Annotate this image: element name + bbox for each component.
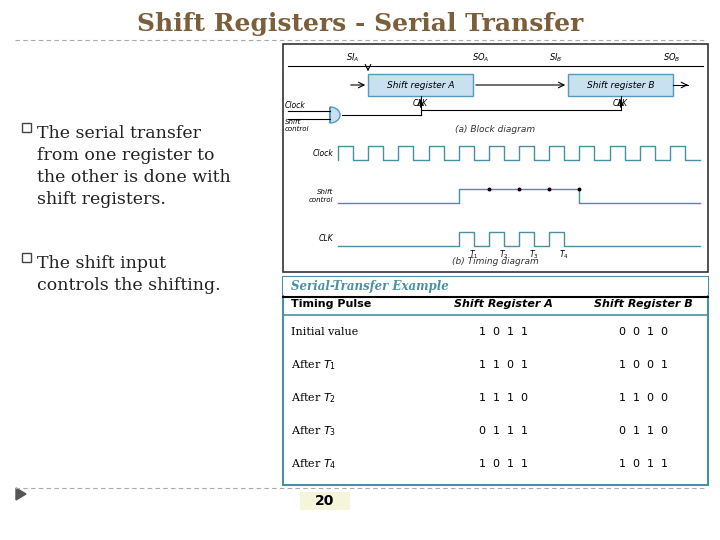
Text: 0: 0: [660, 393, 667, 403]
FancyBboxPatch shape: [22, 253, 31, 262]
Text: 0: 0: [492, 327, 500, 336]
Text: Shift register A: Shift register A: [387, 80, 454, 90]
Text: Shift Registers - Serial Transfer: Shift Registers - Serial Transfer: [137, 12, 583, 36]
Text: from one register to: from one register to: [37, 147, 215, 164]
Text: Serial-Transfer Example: Serial-Transfer Example: [291, 280, 449, 293]
Text: 0: 0: [618, 426, 626, 436]
Text: 1: 1: [647, 460, 654, 469]
Text: $SO_B$: $SO_B$: [663, 51, 681, 64]
Text: 1: 1: [521, 426, 528, 436]
Text: 1: 1: [506, 327, 513, 336]
Text: $T_3$: $T_3$: [529, 248, 539, 261]
Text: 1: 1: [506, 426, 513, 436]
Text: $CLK$: $CLK$: [412, 97, 429, 107]
Text: The shift input: The shift input: [37, 255, 166, 272]
Text: (b) Timing diagram: (b) Timing diagram: [452, 257, 539, 266]
Text: 0: 0: [632, 327, 639, 336]
FancyBboxPatch shape: [283, 277, 708, 485]
Text: 1: 1: [618, 360, 626, 370]
Text: Initial value: Initial value: [291, 327, 359, 336]
Text: $T_4$: $T_4$: [559, 248, 569, 261]
Text: $T_1$: $T_1$: [469, 248, 479, 261]
Text: Shift
control: Shift control: [285, 119, 310, 132]
Text: Shift Register A: Shift Register A: [454, 299, 552, 309]
FancyBboxPatch shape: [283, 277, 708, 295]
Text: After $T_3$: After $T_3$: [291, 424, 336, 438]
Text: Shift Register B: Shift Register B: [593, 299, 693, 309]
FancyBboxPatch shape: [368, 74, 473, 96]
Text: 0: 0: [647, 393, 654, 403]
Text: 1: 1: [479, 360, 485, 370]
Text: After $T_2$: After $T_2$: [291, 391, 336, 405]
FancyBboxPatch shape: [22, 123, 31, 132]
Text: 20: 20: [315, 494, 335, 508]
Text: 0: 0: [660, 426, 667, 436]
Text: 1: 1: [506, 460, 513, 469]
Text: 1: 1: [479, 327, 485, 336]
Text: Shift
control: Shift control: [308, 190, 333, 202]
Text: Clock: Clock: [285, 101, 306, 110]
Text: (a) Block diagram: (a) Block diagram: [456, 125, 536, 133]
Text: 1: 1: [521, 360, 528, 370]
Text: 1: 1: [618, 393, 626, 403]
Text: 1: 1: [647, 426, 654, 436]
FancyBboxPatch shape: [300, 492, 350, 510]
Text: 0: 0: [660, 327, 667, 336]
Text: $SO_A$: $SO_A$: [472, 51, 490, 64]
Polygon shape: [330, 107, 340, 123]
Text: 1: 1: [479, 460, 485, 469]
FancyBboxPatch shape: [568, 74, 673, 96]
Text: CLK: CLK: [318, 234, 333, 243]
Text: $CLK$: $CLK$: [612, 97, 629, 107]
Text: controls the shifting.: controls the shifting.: [37, 277, 220, 294]
Text: 1: 1: [521, 460, 528, 469]
Text: 1: 1: [632, 426, 639, 436]
Text: shift registers.: shift registers.: [37, 191, 166, 208]
Text: After $T_1$: After $T_1$: [291, 358, 336, 372]
Text: 1: 1: [521, 327, 528, 336]
Text: Shift register B: Shift register B: [587, 80, 654, 90]
Text: $SI_B$: $SI_B$: [549, 51, 563, 64]
Text: After $T_4$: After $T_4$: [291, 457, 336, 471]
Text: 1: 1: [618, 460, 626, 469]
Text: the other is done with: the other is done with: [37, 169, 230, 186]
Text: Clock: Clock: [312, 149, 333, 158]
Text: $T_2$: $T_2$: [499, 248, 509, 261]
Text: 0: 0: [521, 393, 528, 403]
Text: 0: 0: [492, 460, 500, 469]
Text: 0: 0: [632, 360, 639, 370]
Text: 0: 0: [632, 460, 639, 469]
Text: 0: 0: [506, 360, 513, 370]
Text: 1: 1: [660, 460, 667, 469]
Text: 1: 1: [492, 360, 500, 370]
FancyBboxPatch shape: [283, 44, 708, 272]
Text: 1: 1: [632, 393, 639, 403]
Text: 1: 1: [506, 393, 513, 403]
Text: 1: 1: [647, 327, 654, 336]
Text: 1: 1: [492, 426, 500, 436]
Polygon shape: [16, 488, 26, 500]
Text: 0: 0: [479, 426, 485, 436]
Text: Timing Pulse: Timing Pulse: [291, 299, 372, 309]
Text: 1: 1: [492, 393, 500, 403]
Text: 0: 0: [647, 360, 654, 370]
Text: The serial transfer: The serial transfer: [37, 125, 201, 142]
Text: 0: 0: [618, 327, 626, 336]
Text: $SI_A$: $SI_A$: [346, 51, 360, 64]
Text: 1: 1: [660, 360, 667, 370]
Text: 1: 1: [479, 393, 485, 403]
